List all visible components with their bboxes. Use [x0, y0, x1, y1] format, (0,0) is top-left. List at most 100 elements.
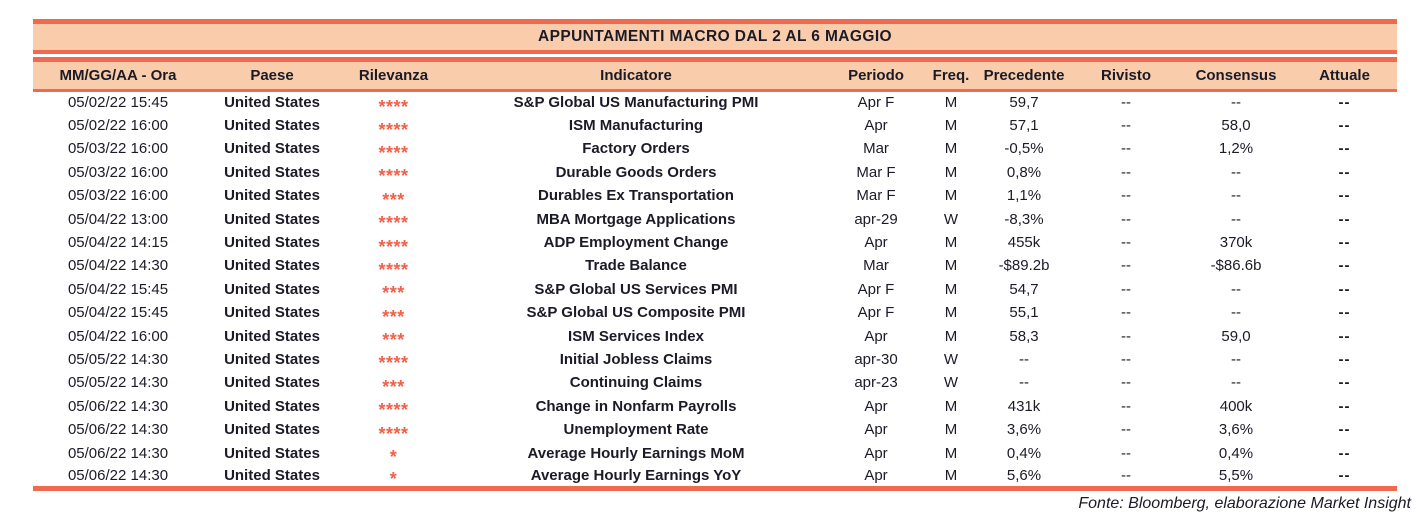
cell-consensus: --	[1231, 280, 1241, 298]
cell-freq: M	[944, 187, 958, 205]
macro-calendar-table: MM/GG/AA - Ora Paese Rilevanza Indicatore Pe…	[33, 57, 1397, 491]
cell-actual: --	[1338, 210, 1351, 228]
cell-datetime: 05/05/22 14:30	[67, 350, 169, 368]
table-row: 05/06/22 14:30 United States **** Change in…	[33, 395, 1397, 418]
cell-consensus: 59,0	[1221, 327, 1251, 345]
cell-indicator: Unemployment Rate	[563, 421, 709, 439]
cell-period: Apr	[864, 234, 888, 252]
cell-relevance: ****	[341, 348, 446, 371]
table-row: 05/05/22 14:30 United States *** Continuing…	[33, 371, 1397, 394]
cell-actual: --	[1338, 163, 1351, 181]
cell-freq: M	[944, 466, 958, 484]
cell-country: United States	[224, 94, 320, 112]
cell-indicator: Average Hourly Earnings MoM	[527, 444, 745, 462]
cell-actual: --	[1338, 350, 1351, 368]
cell-previous: --	[1019, 350, 1029, 368]
cell-period: apr-23	[854, 374, 898, 392]
cell-indicator: S&P Global US Services PMI	[534, 280, 738, 298]
cell-actual: --	[1338, 374, 1351, 392]
cell-datetime: 05/03/22 16:00	[67, 140, 169, 158]
table-row: 05/02/22 16:00 United States **** ISM Manuf…	[33, 114, 1397, 137]
relevance-stars: ****	[378, 259, 409, 278]
cell-revised: --	[1121, 187, 1131, 205]
cell-previous: 59,7	[1009, 94, 1039, 112]
cell-datetime: 05/04/22 14:30	[67, 257, 169, 275]
cell-relevance: ****	[341, 137, 446, 161]
cell-previous: 1,1%	[1006, 187, 1042, 205]
column-header-period: Periodo	[826, 57, 926, 92]
cell-revised: --	[1121, 140, 1131, 158]
cell-freq: M	[944, 280, 958, 298]
relevance-stars: ****	[378, 236, 409, 255]
table-row: 05/04/22 14:15 United States **** ADP Emplo…	[33, 231, 1397, 254]
cell-datetime: 05/06/22 14:30	[67, 466, 169, 484]
cell-consensus: --	[1231, 374, 1241, 392]
cell-consensus: 1,2%	[1218, 140, 1254, 158]
cell-relevance: ***	[341, 184, 446, 208]
cell-relevance: ***	[341, 324, 446, 348]
cell-datetime: 05/04/22 13:00	[67, 210, 169, 228]
cell-freq: M	[944, 140, 958, 158]
cell-period: Apr F	[857, 94, 895, 112]
cell-period: Apr	[864, 397, 888, 415]
cell-datetime: 05/04/22 14:15	[67, 234, 169, 252]
cell-consensus: -$86.6b	[1210, 257, 1262, 275]
cell-previous: 431k	[1007, 397, 1041, 415]
cell-previous: --	[1019, 374, 1029, 392]
cell-freq: M	[944, 234, 958, 252]
cell-relevance: ****	[341, 231, 446, 255]
cell-indicator: Durable Goods Orders	[555, 163, 717, 181]
cell-relevance: ***	[341, 278, 446, 301]
cell-previous: -$89.2b	[998, 257, 1050, 275]
cell-previous: -0,5%	[1004, 140, 1044, 158]
column-header-revised: Rivisto	[1072, 57, 1180, 92]
cell-revised: --	[1121, 444, 1131, 462]
cell-indicator: Change in Nonfarm Payrolls	[535, 397, 737, 415]
cell-revised: --	[1121, 421, 1131, 439]
relevance-stars: ****	[378, 400, 409, 418]
cell-period: apr-29	[854, 210, 898, 228]
cell-actual: --	[1338, 466, 1351, 484]
cell-actual: --	[1338, 397, 1351, 415]
cell-period: Apr F	[857, 304, 895, 322]
table-row: 05/05/22 14:30 United States **** Initial J…	[33, 348, 1397, 371]
cell-previous: 0,8%	[1006, 163, 1042, 181]
relevance-stars: ****	[378, 119, 409, 138]
table-row: 05/06/22 14:30 United States * Average Hour…	[33, 441, 1397, 465]
cell-relevance: ****	[341, 395, 446, 418]
cell-actual: --	[1338, 327, 1351, 345]
cell-period: Apr	[864, 421, 888, 439]
cell-previous: 57,1	[1009, 117, 1039, 135]
table-body: 05/02/22 15:45 United States **** S&P Globa…	[33, 91, 1397, 488]
cell-actual: --	[1338, 257, 1351, 275]
cell-datetime: 05/04/22 15:45	[67, 280, 169, 298]
cell-consensus: --	[1231, 187, 1241, 205]
relevance-stars: ***	[382, 376, 405, 395]
cell-previous: 0,4%	[1006, 444, 1042, 462]
cell-actual: --	[1338, 304, 1351, 322]
cell-actual: --	[1338, 94, 1351, 112]
table-row: 05/04/22 16:00 United States *** ISM Servic…	[33, 324, 1397, 348]
table-row: 05/04/22 15:45 United States *** S&P Global…	[33, 301, 1397, 324]
cell-country: United States	[224, 421, 320, 439]
table-row: 05/03/22 16:00 United States **** Factory O…	[33, 137, 1397, 160]
column-header-datetime: MM/GG/AA - Ora	[33, 57, 203, 92]
cell-datetime: 05/06/22 14:30	[67, 397, 169, 415]
cell-relevance: ****	[341, 161, 446, 184]
cell-consensus: --	[1231, 304, 1241, 322]
cell-freq: W	[943, 374, 959, 392]
relevance-stars: ****	[378, 96, 409, 114]
cell-country: United States	[224, 234, 320, 252]
source-note: Fonte: Bloomberg, elaborazione Market In…	[1078, 494, 1411, 512]
cell-revised: --	[1121, 374, 1131, 392]
cell-previous: 58,3	[1009, 327, 1039, 345]
cell-datetime: 05/03/22 16:00	[67, 187, 169, 205]
cell-freq: W	[943, 350, 959, 368]
header-row: MM/GG/AA - Ora Paese Rilevanza Indicatore Pe…	[33, 57, 1397, 92]
table-row: 05/06/22 14:30 United States * Average Hour…	[33, 465, 1397, 488]
cell-actual: --	[1338, 187, 1351, 205]
relevance-stars: ****	[378, 423, 409, 442]
column-header-relevance: Rilevanza	[341, 57, 446, 92]
cell-actual: --	[1338, 444, 1351, 462]
